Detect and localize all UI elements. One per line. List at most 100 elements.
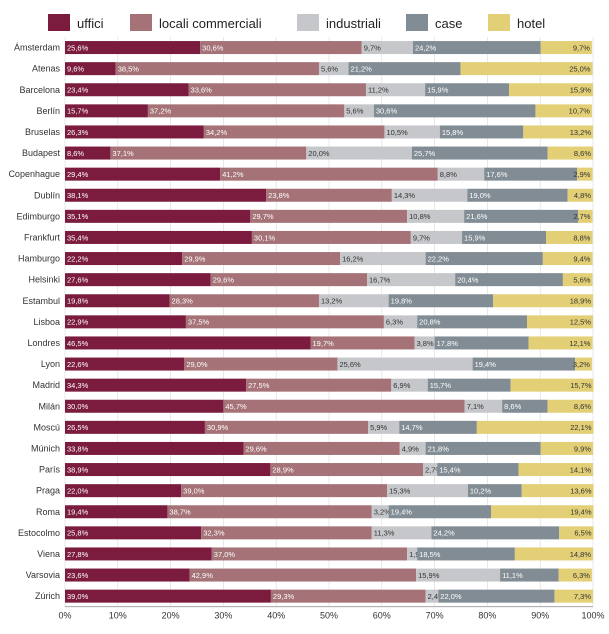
bar-segment-industriali: [422, 463, 438, 477]
data-label: 22,9%: [67, 318, 89, 327]
bar-segment-hotel: [559, 526, 594, 540]
data-label: 38,9%: [67, 465, 89, 474]
bar-segment-locali-commerciali: [115, 62, 319, 76]
bar-segment-hotel: [476, 420, 594, 434]
data-label: 2,7%: [425, 465, 442, 474]
data-label: 15,9%: [427, 86, 449, 95]
data-label: 5,6%: [346, 107, 363, 116]
legend-item-3: case: [406, 14, 462, 31]
data-label: 8,6%: [574, 149, 591, 158]
bar-segment-locali-commerciali: [223, 399, 465, 413]
bar-segment-locali-commerciali: [110, 146, 307, 160]
data-label: 10,7%: [569, 107, 591, 116]
bar-segment-case: [434, 336, 529, 350]
bar-segment-uffici: [65, 273, 211, 287]
data-label: 9,7%: [413, 233, 430, 242]
bar-segment-locali-commerciali: [220, 167, 438, 181]
bar-segment-hotel: [527, 315, 593, 329]
bar-segment-hotel: [546, 230, 593, 244]
category-label: Copenhague: [8, 169, 60, 179]
bar-segment-uffici: [65, 104, 148, 118]
legend-swatch: [48, 14, 70, 31]
bar-segment-locali-commerciali: [200, 41, 362, 55]
bar-row: 26,5% 30,9% 5,9% 14,7% 22,1%: [65, 420, 594, 434]
legend-swatch: [406, 14, 428, 31]
data-label: 19,4%: [391, 508, 413, 517]
bar-row: 26,3% 34,2% 10,5% 15,8% 13,2%: [65, 125, 593, 139]
data-label: 38,5%: [118, 64, 140, 73]
bar-segment-case: [425, 441, 541, 455]
bar-segment-hotel: [510, 378, 594, 392]
bar-segment-locali-commerciali: [147, 104, 345, 118]
bar-segment-industriali: [365, 83, 426, 97]
bar-segment-locali-commerciali: [210, 273, 368, 287]
data-label: 9,7%: [364, 43, 381, 52]
bar-segment-case: [348, 62, 461, 76]
data-label: 6,3%: [573, 571, 590, 580]
x-tick-label: 100%: [581, 611, 604, 621]
data-label: 29,0%: [186, 360, 208, 369]
legend-item-0: uffici: [48, 14, 104, 31]
category-label: Zúrich: [35, 591, 60, 601]
data-label: 23,4%: [67, 86, 89, 95]
bar-segment-uffici: [65, 62, 116, 76]
data-label: 34,3%: [67, 381, 89, 390]
bar-segment-case: [464, 209, 579, 223]
legend-label: hotel: [517, 16, 545, 31]
bar-segment-case: [417, 315, 527, 329]
data-label: 30,0%: [67, 402, 89, 411]
bar-row: 38,1% 23,8% 14,3% 19,0% 4,8%: [65, 188, 593, 202]
legend-label: case: [435, 16, 462, 31]
data-label: 19,8%: [67, 297, 89, 306]
bar-segment-industriali: [368, 420, 400, 434]
bar-segment-locali-commerciali: [184, 357, 338, 371]
data-label: 9,6%: [67, 64, 84, 73]
bar-segment-uffici: [65, 463, 271, 477]
category-label: Helsinki: [28, 275, 60, 285]
bar-segment-industriali: [337, 357, 473, 371]
bar-row: 8,6% 37,1% 20,0% 25,7% 8,6%: [65, 146, 593, 160]
bar-segment-case: [388, 294, 494, 308]
value-axis: 0% 10% 20% 30% 40% 50% 60% 70% 80% 90% 100%: [58, 611, 604, 621]
data-label: 28,3%: [172, 297, 194, 306]
bar-segment-industriali: [371, 505, 389, 519]
bar-segment-uffici: [65, 209, 251, 223]
data-label: 3,2%: [573, 360, 590, 369]
data-label: 32,3%: [203, 529, 225, 538]
bar-segment-industriali: [410, 230, 463, 244]
bar-segment-hotel: [575, 357, 592, 371]
data-label: 33,6%: [191, 86, 213, 95]
bar-row: 9,6% 38,5% 5,6% 21,2% 25,0%: [65, 62, 593, 76]
bar-row: 25,8% 32,3% 11,3% 24,2% 6,5%: [65, 526, 594, 540]
data-label: 12,5%: [570, 318, 592, 327]
bar-segment-industriali: [387, 484, 468, 498]
data-label: 22,2%: [428, 254, 450, 263]
data-label: 35,4%: [67, 233, 89, 242]
bar-row: 27,8%37,0%1,9%18,5%14,8%: [65, 547, 593, 561]
data-label: 34,2%: [206, 128, 228, 137]
x-tick-label: 10%: [109, 611, 127, 621]
bar-segment-case: [425, 252, 543, 266]
bar-row: 22,9% 37,5% 6,3% 20,8% 12,5%: [65, 315, 593, 329]
category-label: Moscú: [33, 422, 60, 432]
bar-segment-industriali: [407, 547, 418, 561]
bar-segment-locali-commerciali: [188, 83, 366, 97]
data-label: 11,1%: [502, 571, 523, 580]
data-label: 24,2%: [433, 529, 455, 538]
category-label: Berlín: [36, 106, 60, 116]
data-label: 15,4%: [439, 465, 461, 474]
bar-row: 27,6% 29,6% 16,7% 20,4% 5,6%: [65, 273, 593, 287]
category-label: Estambul: [22, 296, 60, 306]
data-label: 30,9%: [207, 423, 229, 432]
data-label: 25,7%: [414, 149, 436, 158]
data-label: 30,6%: [376, 107, 398, 116]
bar-segment-locali-commerciali: [182, 252, 341, 266]
data-label: 7,1%: [467, 402, 484, 411]
bar-row: 34,3% 27,5% 6,9% 15,7% 15,7%: [65, 378, 594, 392]
bar-segment-industriali: [344, 104, 374, 118]
data-label: 39,0%: [183, 486, 205, 495]
bar-segment-industriali: [464, 399, 503, 413]
data-label: 9,4%: [573, 254, 590, 263]
bar-segment-hotel: [518, 463, 593, 477]
data-label: 27,8%: [67, 550, 89, 559]
